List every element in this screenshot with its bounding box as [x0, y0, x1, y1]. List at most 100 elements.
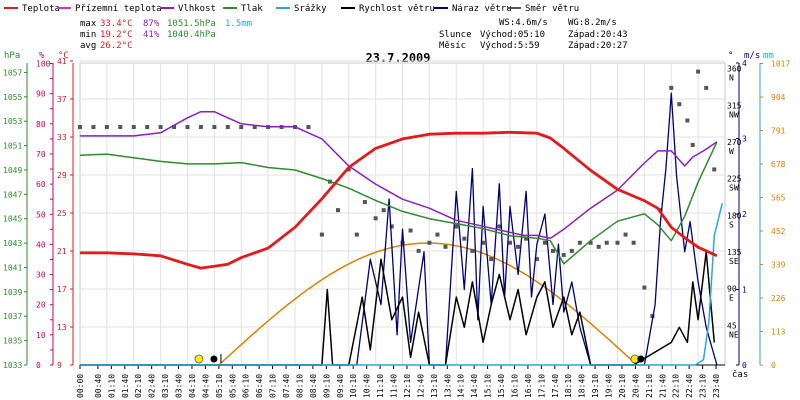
- wind-dir-point: [252, 125, 257, 130]
- x-tick-label: 19:40: [605, 374, 614, 398]
- x-tick-label: 15:40: [497, 374, 506, 398]
- wind-dir-point: [389, 224, 394, 229]
- wind-dir-point: [427, 240, 432, 245]
- rain-tick-label: 791: [771, 127, 786, 136]
- x-tick-label: 09:10: [322, 374, 331, 398]
- wind-dir-point: [551, 248, 555, 253]
- wind-dir-point: [225, 125, 230, 130]
- x-tick-label: 00:00: [76, 374, 85, 398]
- pressure-tick-label: 1053: [3, 117, 22, 126]
- x-tick-label: 17:40: [551, 374, 560, 398]
- wind-dir-point: [408, 228, 413, 233]
- pressure-tick-label: 1033: [3, 361, 22, 370]
- wg-value: WG:8.2m/s: [568, 18, 617, 28]
- wind-dir-point: [239, 125, 244, 130]
- legend-label: Rychlost větru: [359, 4, 435, 14]
- temperature-tick-label: 21: [57, 247, 67, 256]
- x-tick-label: 20:40: [631, 374, 640, 398]
- pressure-line: [79, 141, 718, 265]
- wind-dir-tick-label: E: [729, 294, 734, 303]
- pressure-tick-label: 1051: [3, 142, 22, 151]
- wind-dir-point: [712, 167, 717, 172]
- wind-dir-point: [400, 240, 405, 245]
- min-temp: 19.2°C: [100, 30, 133, 40]
- wind-dir-tick-label: SW: [729, 184, 739, 193]
- max-press: 1051.5hPa: [167, 19, 216, 29]
- rain-line: [80, 203, 724, 366]
- temperature-tick-label: 37: [57, 95, 67, 104]
- unit-ms: m/s: [744, 51, 760, 61]
- rain-tick-label: 0: [771, 361, 776, 370]
- x-tick-label: 02:10: [134, 374, 143, 398]
- x-tick-label: 11:10: [376, 374, 385, 398]
- wind-dir-point: [669, 85, 674, 90]
- pressure-tick-label: 1043: [3, 239, 22, 248]
- temperature-line: [80, 130, 718, 270]
- sun-moon-markers: [194, 354, 645, 364]
- x-tick-label: 13:10: [430, 374, 439, 398]
- max-hum: 87%: [143, 19, 160, 29]
- x-tick-label: 18:10: [564, 374, 573, 398]
- x-tick-label: 23:10: [699, 374, 708, 398]
- x-tick-label: 13:40: [443, 374, 452, 398]
- humidity-tick-label: 0: [36, 361, 41, 370]
- x-tick-label: 06:40: [255, 374, 264, 398]
- x-tick-label: 01:10: [107, 374, 116, 398]
- x-tick-label: 17:10: [537, 374, 546, 398]
- wind-dir-point: [516, 244, 521, 249]
- legend-label: Vlhkost: [178, 4, 216, 14]
- wind-dir-point: [354, 232, 359, 237]
- x-tick-label: 10:40: [363, 374, 372, 398]
- wind-dir-tick-label: 360: [727, 65, 742, 74]
- unit-mm: mm: [763, 51, 774, 61]
- unit-cas: čas: [732, 369, 748, 380]
- legend-label: Náraz větru: [452, 4, 512, 14]
- temperature-tick-label: 25: [57, 209, 67, 218]
- x-tick-label: 02:40: [148, 374, 157, 398]
- series: [78, 69, 724, 366]
- x-tick-label: 15:10: [484, 374, 493, 398]
- wind-dir-point: [481, 240, 486, 245]
- moonset-icon: [637, 355, 645, 363]
- x-tick-label: 18:40: [578, 374, 587, 398]
- x-tick-label: 04:40: [201, 374, 210, 398]
- avg-temp: 26.2°C: [100, 41, 133, 51]
- wind-dir-tick-label: 315: [727, 101, 742, 110]
- wind-dir-point: [212, 125, 217, 130]
- x-tick-label: 07:40: [282, 374, 291, 398]
- wind-dir-tick-label: 45: [727, 321, 737, 330]
- wind-dir-point: [336, 208, 340, 213]
- humidity-line: [80, 110, 718, 240]
- wind-dir-point: [118, 125, 123, 130]
- min-press: 1040.4hPa: [167, 30, 216, 40]
- moonrise-icon: [210, 355, 218, 363]
- sun-label: Slunce: [439, 30, 472, 40]
- humidity-tick-label: 20: [36, 301, 46, 310]
- ws-value: WS:4.6m/s: [499, 18, 548, 28]
- unit-deg: °: [728, 51, 733, 61]
- sun-set: Západ:20:43: [568, 30, 628, 40]
- x-tick-label: 22:40: [685, 374, 694, 398]
- x-tick-label: 22:10: [672, 374, 681, 398]
- wind-dir-point: [185, 125, 190, 130]
- pressure-tick-label: 1039: [3, 288, 22, 297]
- pressure-tick-label: 1037: [3, 312, 22, 321]
- wind-dir-point: [497, 224, 502, 229]
- x-tick-label: 08:40: [309, 374, 318, 398]
- x-tick-label: 23:40: [712, 374, 721, 398]
- x-tick-label: 19:10: [591, 374, 600, 398]
- min-label: min: [80, 30, 96, 40]
- wind-tick-label: 1: [742, 286, 747, 295]
- wind-dir-point: [508, 240, 512, 245]
- x-tick-label: 12:40: [416, 374, 425, 398]
- wind-dir-point: [561, 252, 566, 257]
- wind-dir-point: [524, 236, 529, 241]
- max-temp: 33.4°C: [100, 19, 133, 29]
- rain-tick-label: 339: [771, 261, 786, 270]
- moon-rise: Východ:5:59: [480, 41, 540, 51]
- wind-dir-point: [470, 248, 475, 253]
- wind-dir-point: [704, 85, 709, 90]
- wind-dir-point: [690, 142, 695, 147]
- wind-dir-point: [642, 285, 647, 290]
- x-tick-label: 00:40: [94, 374, 103, 398]
